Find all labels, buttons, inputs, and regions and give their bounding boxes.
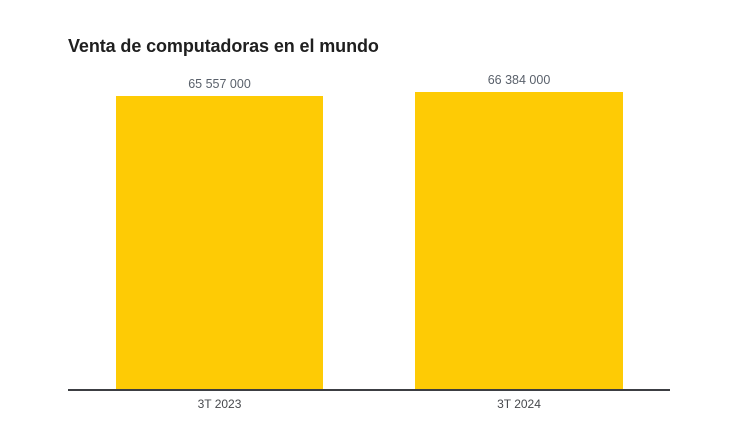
bar-group-3t-2024: 66 384 000 — [415, 73, 623, 390]
x-axis-line — [68, 389, 670, 391]
chart-title: Venta de computadoras en el mundo — [68, 36, 379, 56]
bar-3t-2024[interactable] — [415, 92, 623, 390]
x-tick-label-3t-2023: 3T 2023 — [197, 397, 242, 411]
x-tick-label-3t-2024: 3T 2024 — [497, 397, 541, 411]
bar-group-3t-2023: 65 557 000 — [116, 77, 323, 390]
bar-3t-2023[interactable] — [116, 96, 323, 390]
value-label-3t-2024: 66 384 000 — [487, 73, 551, 87]
value-label-3t-2023: 65 557 000 — [188, 77, 251, 91]
